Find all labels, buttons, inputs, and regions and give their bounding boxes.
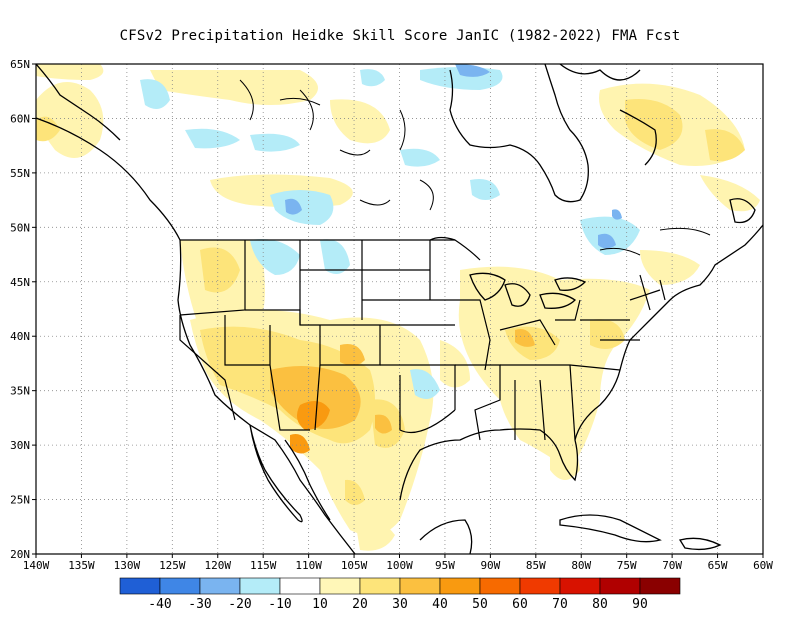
colorbar-label: 50 (472, 597, 488, 612)
lat-tick-label: 50N (10, 221, 30, 234)
state-borders (179, 236, 666, 441)
colorbar-swatch (359, 577, 401, 595)
lon-tick-label: 110W (295, 559, 322, 572)
lat-tick-label: 25N (10, 494, 30, 507)
lon-tick-label: 95W (435, 559, 455, 572)
lon-tick-label: 65W (708, 559, 728, 572)
lon-tick-label: 80W (571, 559, 591, 572)
colorbar-swatch (199, 577, 241, 595)
lon-tick-label: 85W (526, 559, 546, 572)
skill-level-40 (290, 401, 330, 454)
latitude-labels: 65N 60N 55N 50N 45N 40N 35N 30N 25N 20N (10, 58, 36, 561)
colorbar-label: -10 (268, 597, 291, 612)
lon-tick-label: 140W (23, 559, 50, 572)
colorbar-swatch (479, 577, 521, 595)
colorbar-swatch (439, 577, 481, 595)
colorbar-swatch (599, 577, 641, 595)
colorbar-swatch (319, 577, 361, 595)
lon-tick-label: 115W (250, 559, 277, 572)
colorbar-label: 90 (632, 597, 648, 612)
lon-tick-label: 70W (662, 559, 682, 572)
lon-tick-label: 90W (480, 559, 500, 572)
colorbar-label: 60 (512, 597, 528, 612)
graticule (36, 64, 763, 554)
colorbar-label: 80 (592, 597, 608, 612)
lon-tick-label: 105W (341, 559, 368, 572)
colorbar-swatch (639, 577, 681, 595)
colorbar-label: -20 (228, 597, 251, 612)
lat-tick-label: 20N (10, 548, 30, 561)
skill-level-30 (270, 329, 535, 434)
colorbar-swatch (559, 577, 601, 595)
lon-tick-label: 100W (386, 559, 413, 572)
lat-tick-label: 35N (10, 385, 30, 398)
colorbar-swatch (399, 577, 441, 595)
colorbar-swatch (279, 577, 321, 595)
colorbar-label: 70 (552, 597, 568, 612)
canada-features (239, 79, 711, 256)
lat-tick-label: 40N (10, 330, 30, 343)
colorbar-swatch (159, 577, 201, 595)
colorbar-label: 30 (392, 597, 408, 612)
lat-tick-label: 45N (10, 276, 30, 289)
lon-tick-label: 60W (753, 559, 773, 572)
lon-tick-label: 75W (617, 559, 637, 572)
colorbar-swatch (239, 577, 281, 595)
colorbar-label: -30 (188, 597, 211, 612)
lat-tick-label: 60N (10, 112, 30, 125)
colorbar-label: 10 (312, 597, 328, 612)
longitude-labels: 140W 135W 130W 125W 120W 115W 110W 105W 100W 95W 9… (23, 554, 773, 572)
colorbar (119, 577, 681, 595)
lon-tick-label: 130W (114, 559, 141, 572)
lat-tick-label: 55N (10, 167, 30, 180)
skill-level-neg20 (285, 64, 622, 249)
colorbar-swatch (519, 577, 561, 595)
map-title: CFSv2 Precipitation Heidke Skill Score J… (119, 28, 681, 44)
lon-tick-label: 120W (205, 559, 232, 572)
lon-tick-label: 125W (159, 559, 186, 572)
colorbar-label: -40 (148, 597, 171, 612)
lon-tick-label: 135W (68, 559, 95, 572)
lat-tick-label: 65N (10, 58, 30, 71)
colorbar-swatch (119, 577, 161, 595)
coastlines (36, 64, 763, 554)
colorbar-labels: -40 -30 -20 -10 10 20 30 40 50 60 70 80 90 (148, 597, 648, 612)
colorbar-label: 40 (432, 597, 448, 612)
lat-tick-label: 30N (10, 439, 30, 452)
colorbar-label: 20 (352, 597, 368, 612)
